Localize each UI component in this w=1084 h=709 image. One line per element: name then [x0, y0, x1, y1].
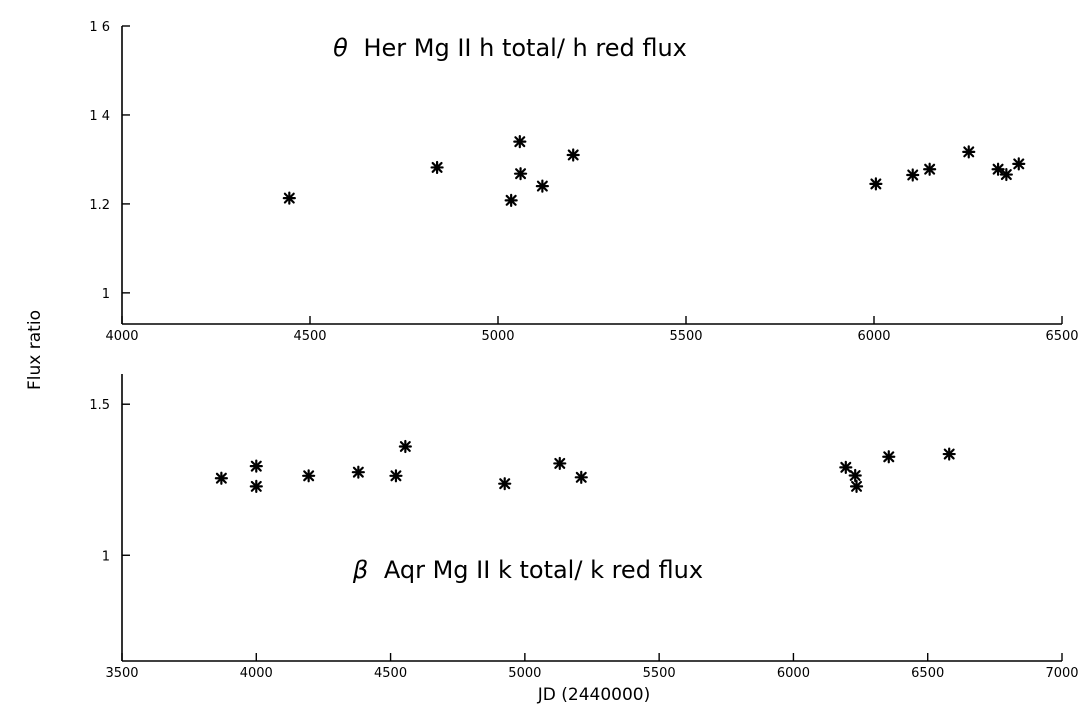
- bottom-x-tick-label: 5000: [508, 666, 541, 681]
- bottom-data-point: [498, 477, 512, 491]
- top-panel-title-text: Her Mg II h total/ h red flux: [363, 34, 686, 62]
- top-data-point: [906, 168, 920, 182]
- top-panel-title-symbol: θ: [333, 34, 348, 62]
- top-panel-title: θ Her Mg II h total/ h red flux: [333, 34, 687, 62]
- bottom-data-point: [942, 447, 956, 461]
- top-data-point: [999, 167, 1013, 182]
- bottom-data-point: [302, 469, 316, 483]
- top-data-point: [566, 148, 580, 162]
- bottom-data-point: [398, 439, 412, 454]
- bottom-x-tick-label: 6000: [777, 666, 810, 681]
- top-panel: θ Her Mg II h total/ h red flux 4000 4500…: [89, 20, 1078, 344]
- bottom-y-tick-label: 1.5: [89, 398, 110, 413]
- top-x-tick-label: 5000: [481, 329, 514, 344]
- bottom-x-tick-label: 5500: [643, 666, 676, 681]
- top-y-tick-label: 1 6: [89, 20, 110, 35]
- bottom-panel-title: β Aqr Mg II k total/ k red flux: [352, 556, 703, 584]
- bottom-data-point: [553, 456, 567, 471]
- top-data-point: [962, 145, 976, 159]
- bottom-data-point: [839, 460, 853, 474]
- bottom-data-point: [882, 450, 896, 464]
- top-data-point: [535, 179, 549, 193]
- top-data-point: [1012, 157, 1026, 171]
- bottom-data-point: [214, 471, 228, 485]
- bottom-x-tick-label: 4000: [240, 666, 273, 681]
- bottom-y-tick-label: 1: [102, 549, 110, 564]
- bottom-panel-title-text: Aqr Mg II k total/ k red flux: [384, 556, 703, 584]
- top-y-tick-label: 1 4: [89, 109, 110, 124]
- bottom-x-tick-label: 3500: [105, 666, 138, 681]
- top-data-point: [923, 162, 937, 176]
- bottom-x-tick-label: 6500: [911, 666, 944, 681]
- bottom-data-point: [389, 469, 403, 483]
- bottom-data-point: [849, 479, 864, 493]
- top-data-point: [430, 160, 444, 175]
- bottom-data-point: [249, 459, 263, 473]
- top-data-point: [869, 177, 883, 191]
- bottom-panel: β Aqr Mg II k total/ k red flux 3500 4000…: [89, 374, 1079, 681]
- bottom-x-tick-label: 4500: [374, 666, 407, 681]
- bottom-data-point: [574, 470, 588, 484]
- top-y-tick-label: 1.2: [89, 198, 110, 213]
- top-x-tick-label: 6500: [1045, 329, 1078, 344]
- y-axis-title: Flux ratio: [25, 310, 45, 390]
- bottom-data-point: [249, 479, 263, 493]
- x-axis-title: JD (2440000): [537, 685, 650, 705]
- top-x-tick-label: 6000: [857, 329, 890, 344]
- bottom-panel-title-symbol: β: [352, 556, 368, 584]
- top-data-point: [282, 191, 296, 205]
- top-data-point: [504, 193, 518, 207]
- top-x-tick-label: 4500: [293, 329, 326, 344]
- top-x-tick-label: 4000: [105, 329, 138, 344]
- top-y-tick-label: 1: [102, 287, 110, 302]
- top-data-point: [513, 167, 528, 181]
- top-data-point: [513, 135, 527, 149]
- bottom-data-point: [848, 468, 862, 483]
- bottom-x-tick-label: 7000: [1045, 666, 1078, 681]
- bottom-data-point: [351, 465, 365, 479]
- top-x-tick-label: 5500: [669, 329, 702, 344]
